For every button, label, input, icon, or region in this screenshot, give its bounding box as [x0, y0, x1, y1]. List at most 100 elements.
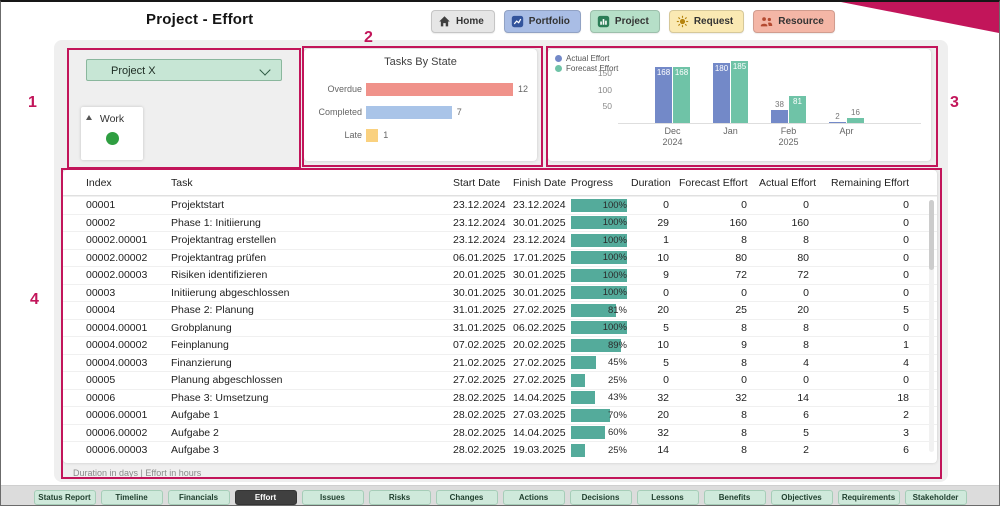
tasks-by-state-rows: Overdue 12 Completed 7 Late 1	[304, 82, 537, 142]
cell: 0	[903, 199, 909, 212]
table-row[interactable]: 00004.00003 Finanzierung 21.02.2025 27.02.2…	[63, 353, 937, 372]
tab-changes[interactable]: Changes	[435, 489, 498, 505]
cell: 27.02.2025	[513, 374, 566, 387]
column-value: 185	[732, 62, 747, 72]
nav-resource-button[interactable]: Resource	[753, 10, 835, 33]
cell: 06.02.2025	[513, 321, 566, 334]
cell: 20	[797, 304, 809, 317]
cell: Projektantrag prüfen	[171, 251, 267, 264]
bar-overdue[interactable]	[366, 82, 513, 96]
chevron-down-icon	[259, 64, 271, 76]
tab-benefits[interactable]: Benefits	[703, 489, 766, 505]
table-row[interactable]: 00006.00001 Aufgabe 1 28.02.2025 27.03.2025…	[63, 406, 937, 424]
work-status-card[interactable]: Work	[81, 107, 143, 160]
tab-stakeholder[interactable]: Stakeholder	[904, 489, 967, 505]
category-label: Feb 2025	[778, 126, 799, 147]
column-bar[interactable]: 185	[731, 61, 748, 123]
nav-home-button[interactable]: Home	[431, 10, 495, 33]
column-bar[interactable]: 81	[789, 95, 806, 123]
footnote: Duration in days | Effort in hours	[73, 468, 202, 478]
project-dropdown[interactable]: Project X	[86, 59, 282, 81]
cell: 20.01.2025	[453, 269, 506, 282]
tab-timeline[interactable]: Timeline	[100, 489, 163, 505]
nav-label: Request	[693, 16, 734, 27]
cell: 00006.00001	[86, 409, 148, 422]
cell: 00005	[86, 374, 116, 387]
tab-issues[interactable]: Issues	[301, 489, 364, 505]
cell: 0	[741, 199, 747, 212]
cell: 4	[803, 356, 809, 369]
table-row[interactable]: 00005 Planung abgeschlossen 27.02.2025 27.0…	[63, 371, 937, 389]
bar-value: 7	[456, 107, 462, 117]
progress-cell: 43%	[571, 391, 627, 405]
column-header-0: Index	[86, 176, 112, 189]
tab-financials[interactable]: Financials	[167, 489, 230, 505]
scrollbar-thumb[interactable]	[929, 200, 934, 270]
cell: 00003	[86, 286, 116, 299]
table-row[interactable]: 00004.00002 Feinplanung 07.02.2025 20.02.20…	[63, 336, 937, 354]
table-row[interactable]: 00002.00002 Projektantrag prüfen 06.01.202…	[63, 248, 937, 267]
progress-bar	[571, 338, 621, 352]
effort-chart-card: Actual Effort Forecast Effort 50 100 150 168…	[548, 49, 931, 161]
bar-late[interactable]	[366, 128, 379, 142]
tab-status-report[interactable]: Status Report	[33, 489, 96, 505]
progress-cell: 45%	[571, 356, 627, 370]
cell-progress: 100%	[571, 268, 631, 282]
cell: Planung abgeschlossen	[171, 374, 283, 387]
cell: 20	[657, 304, 669, 317]
annotation-number-4: 4	[30, 291, 39, 308]
table-row[interactable]: 00006.00002 Aufgabe 2 28.02.2025 14.04.2025…	[63, 423, 937, 442]
nav-request-button[interactable]: Request	[668, 10, 745, 33]
bar-completed[interactable]	[366, 105, 452, 119]
cell: 32	[657, 426, 669, 439]
cell: 14	[797, 391, 809, 404]
table-row[interactable]: 00004 Phase 2: Planung 31.01.2025 27.02.202…	[63, 301, 937, 319]
progress-cell: 60%	[571, 426, 627, 440]
tab-risks[interactable]: Risks	[368, 489, 431, 505]
nav-portfolio-button[interactable]: Portfolio	[503, 10, 581, 33]
column-bar[interactable]: 168	[655, 66, 672, 123]
column-bar[interactable]: 38	[771, 100, 788, 123]
y-tick-label: 150	[597, 67, 612, 78]
table-row[interactable]: 00002.00001 Projektantrag erstellen 23.12.…	[63, 231, 937, 249]
column-value: 38	[775, 100, 784, 110]
effort-plot: 50 100 150 168 168 Dec 2024 180 185 Jan 38 81 Feb 202…	[598, 56, 921, 147]
tab-objectives[interactable]: Objectives	[770, 489, 833, 505]
cell: 0	[741, 286, 747, 299]
cell: 0	[663, 199, 669, 212]
table-scrollbar[interactable]	[929, 200, 934, 452]
cell: 0	[903, 234, 909, 247]
tab-actions[interactable]: Actions	[502, 489, 565, 505]
column-header-7: Actual Effort	[759, 176, 817, 189]
table-row[interactable]: 00003 Initiierung abgeschlossen 30.01.2025…	[63, 283, 937, 302]
cell-progress: 45%	[571, 356, 631, 370]
cell: 18	[897, 391, 909, 404]
column-bar[interactable]: 2	[829, 112, 846, 123]
column-bar[interactable]: 16	[847, 108, 864, 123]
table-row[interactable]: 00004.00001 Grobplanung 31.01.2025 06.02.20…	[63, 318, 937, 337]
table-row[interactable]: 00002 Phase 1: Initiierung 23.12.2024 30.01…	[63, 213, 937, 232]
cell: 0	[663, 374, 669, 387]
progress-bar	[571, 321, 627, 335]
tab-requirements[interactable]: Requirements	[837, 489, 900, 505]
tab-lessons[interactable]: Lessons	[636, 489, 699, 505]
bar-row: Late 1	[312, 128, 537, 142]
bar-label: Overdue	[327, 84, 362, 94]
tab-decisions[interactable]: Decisions	[569, 489, 632, 505]
cell: 9	[741, 339, 747, 352]
table-row[interactable]: 00006.00003 Aufgabe 3 28.02.2025 19.03.2025…	[63, 441, 937, 459]
column-bar[interactable]: 180	[713, 62, 730, 123]
progress-bar	[571, 198, 627, 212]
column-bar[interactable]: 168	[673, 66, 690, 123]
cell: 2	[803, 444, 809, 457]
cell: Grobplanung	[171, 321, 232, 334]
nav-project-button[interactable]: Project	[589, 10, 660, 33]
bar-label: Completed	[318, 107, 362, 117]
cell: 6	[803, 409, 809, 422]
cell: 27.02.2025	[453, 374, 506, 387]
tab-effort[interactable]: Effort	[234, 489, 297, 505]
table-row[interactable]: 00002.00003 Risiken identifizieren 20.01.2…	[63, 266, 937, 284]
table-row[interactable]: 00006 Phase 3: Umsetzung 28.02.2025 14.04.2…	[63, 388, 937, 407]
bar-value: 1	[383, 130, 389, 140]
table-row[interactable]: 00001 Projektstart 23.12.2024 23.12.2024 100…	[63, 196, 937, 214]
